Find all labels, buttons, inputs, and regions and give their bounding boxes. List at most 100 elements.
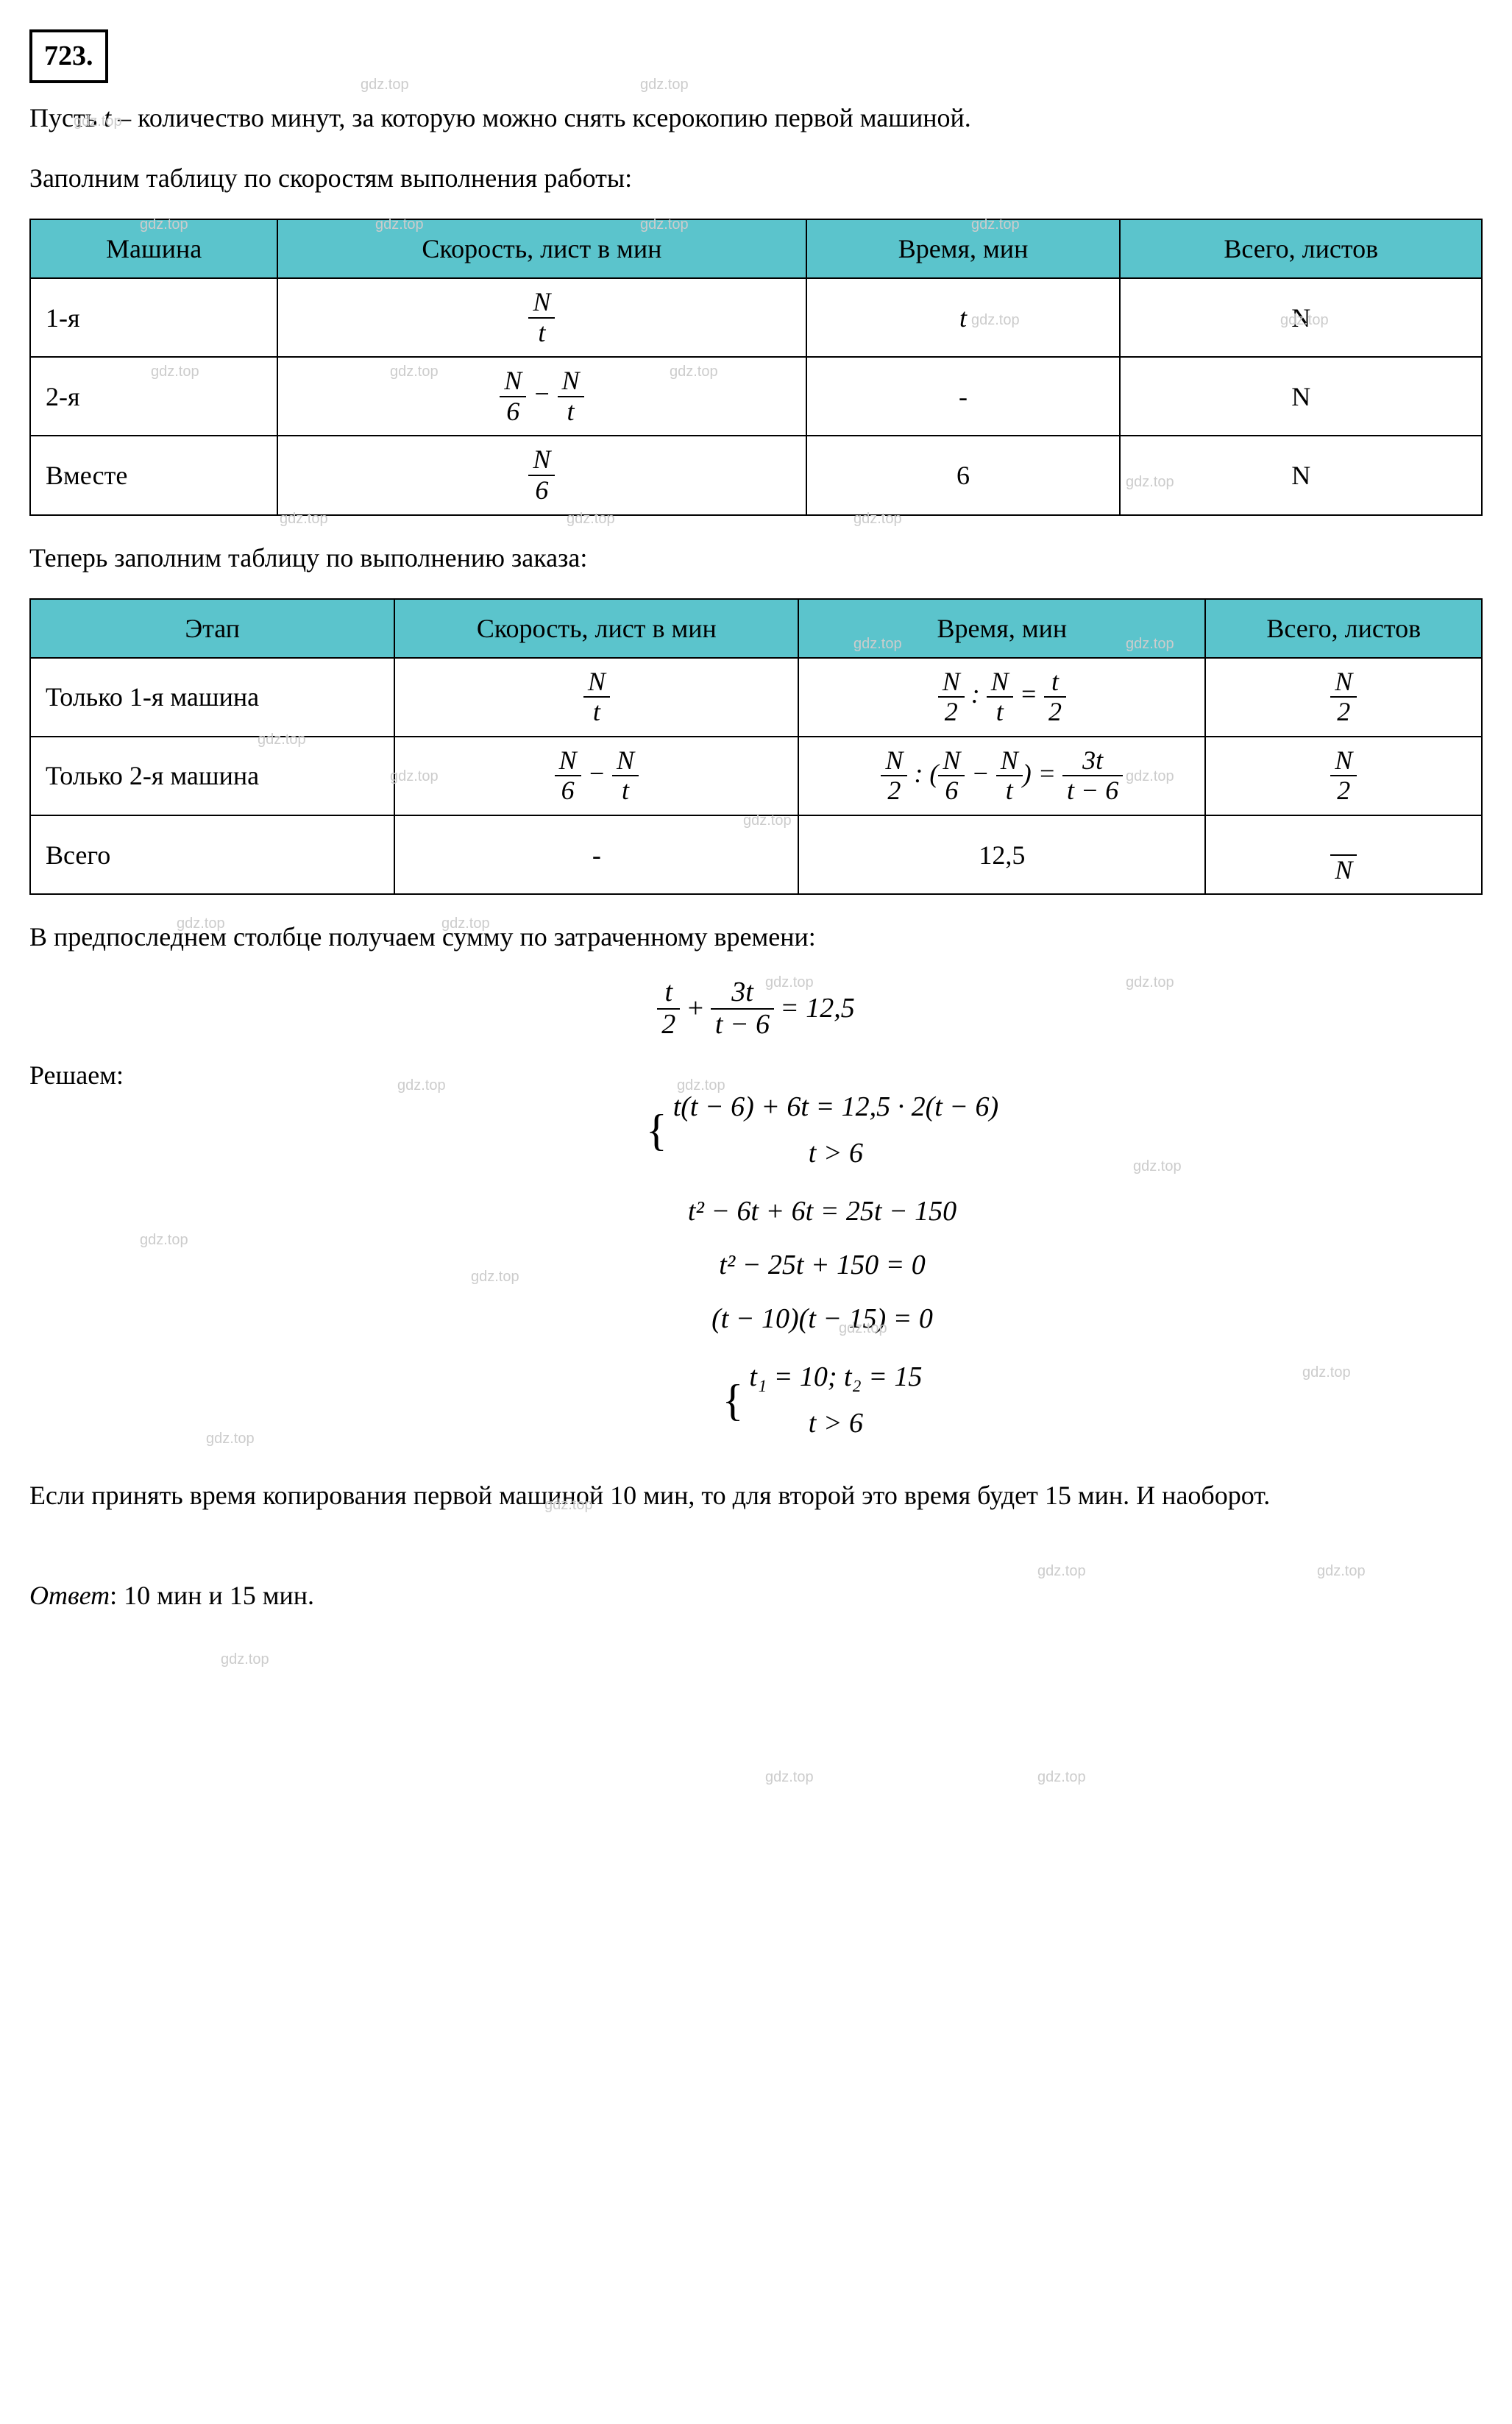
equation-text: t > 6 [749, 1403, 922, 1445]
equation-line: (t − 10)(t − 15) = 0 [162, 1298, 1483, 1340]
plus-sign: + [686, 988, 705, 1030]
equation-text: t(t − 6) + 6t = 12,5 · 2(t − 6) [673, 1086, 998, 1128]
intro-paragraph: Пусть t – количество минут, за которую м… [29, 98, 1483, 138]
fraction-numerator [1330, 825, 1357, 856]
table-row: Только 2-я машина N6 − Nt N2 : (N6 − Nt)… [30, 737, 1482, 815]
fraction-denominator: t [987, 698, 1013, 727]
fraction-numerator: N [528, 288, 555, 319]
watermark-text: gdz.top [361, 74, 409, 96]
watermark-text: gdz.top [765, 1766, 814, 1788]
fraction-denominator: 2 [1330, 776, 1357, 806]
table-cell: N6 − Nt [277, 357, 806, 436]
table-cell: Только 2-я машина [30, 737, 394, 815]
table-cell: N [1120, 357, 1482, 436]
table-cell: - [394, 815, 798, 894]
table-cell: N2 : Nt = t2 [798, 658, 1205, 737]
table-cell: 1-я [30, 278, 277, 357]
fraction-numerator: N [528, 445, 555, 476]
solve-section: Решаем: { t(t − 6) + 6t = 12,5 · 2(t − 6… [29, 1055, 1483, 1475]
table-cell: N [1205, 815, 1482, 894]
fraction-numerator: N [987, 667, 1013, 698]
equation-line: { t(t − 6) + 6t = 12,5 · 2(t − 6) t > 6 [162, 1082, 1483, 1179]
fraction-numerator: N [555, 746, 581, 777]
table-header: Этап [30, 599, 394, 658]
fraction-numerator: N [1330, 746, 1357, 777]
table-cell: Nt [394, 658, 798, 737]
table-header: Всего, листов [1120, 219, 1482, 278]
intro-text-1: Пусть [29, 103, 104, 132]
fraction-denominator: t [583, 698, 610, 727]
table-cell: Nt [277, 278, 806, 357]
fraction-numerator: N [500, 366, 526, 397]
table-cell: N [1120, 436, 1482, 514]
fraction-denominator: 2 [657, 1010, 680, 1041]
document-content: 723. Пусть t – количество минут, за кото… [29, 29, 1483, 1615]
table-header: Время, мин [798, 599, 1205, 658]
table-cell: Вместе [30, 436, 277, 514]
fraction-denominator: t − 6 [1062, 776, 1123, 806]
equation-text: t₁ = 10; t₂ = 15 [749, 1356, 922, 1398]
equals-result: = 12,5 [780, 988, 855, 1030]
watermark-text: gdz.top [221, 1648, 269, 1670]
equation-intro: В предпоследнем столбце получаем сумму п… [29, 917, 1483, 957]
answer-paragraph: Ответ: 10 мин и 15 мин. [29, 1576, 1483, 1615]
fraction-denominator: t − 6 [711, 1010, 774, 1041]
fraction-numerator: N [583, 667, 610, 698]
equation-line: { t₁ = 10; t₂ = 15 t > 6 [162, 1352, 1483, 1449]
fraction-denominator: t [528, 319, 555, 348]
table-cell: 2-я [30, 357, 277, 436]
watermark-text: gdz.top [640, 74, 689, 96]
table-header-row: Этап Скорость, лист в мин Время, мин Все… [30, 599, 1482, 658]
table-row: Вместе N6 6 N [30, 436, 1482, 514]
fraction-denominator: 2 [1044, 698, 1066, 727]
table-cell: N6 [277, 436, 806, 514]
main-equation: t2 + 3tt − 6 = 12,5 [29, 977, 1483, 1041]
table-header: Скорость, лист в мин [277, 219, 806, 278]
table-cell: N2 [1205, 737, 1482, 815]
fraction-numerator: N [1330, 667, 1357, 698]
answer-label: Ответ [29, 1581, 110, 1610]
table-cell: t [806, 278, 1121, 357]
brace-icon: { [646, 1097, 667, 1163]
table-header: Машина [30, 219, 277, 278]
fraction-numerator: 3t [711, 977, 774, 1010]
speed-table: Машина Скорость, лист в мин Время, мин В… [29, 219, 1483, 516]
table-header: Скорость, лист в мин [394, 599, 798, 658]
problem-number-box: 723. [29, 29, 108, 83]
intro-variable: t [104, 103, 111, 132]
table2-intro: Теперь заполним таблицу по выполнению за… [29, 538, 1483, 578]
fraction-denominator: 2 [881, 776, 907, 806]
fraction-numerator: N [881, 746, 907, 777]
fraction-denominator: t [558, 397, 584, 427]
table-row: 2-я N6 − Nt - N [30, 357, 1482, 436]
table-cell: N2 : (N6 − Nt) = 3tt − 6 [798, 737, 1205, 815]
fraction-denominator: t [996, 776, 1023, 806]
fraction-denominator: t [612, 776, 639, 806]
equation-line: t² − 6t + 6t = 25t − 150 [162, 1191, 1483, 1233]
fraction-numerator: N [938, 746, 965, 777]
table-row: Всего - 12,5 N [30, 815, 1482, 894]
table-cell: - [806, 357, 1121, 436]
fraction-numerator: t [1044, 667, 1066, 698]
answer-text: : 10 мин и 15 мин. [110, 1581, 314, 1610]
fraction-denominator: 2 [938, 698, 965, 727]
fraction-denominator: 2 [1330, 698, 1357, 727]
order-table: Этап Скорость, лист в мин Время, мин Все… [29, 598, 1483, 896]
fraction-denominator: 6 [528, 476, 555, 506]
solve-label: Решаем: [29, 1055, 162, 1095]
table-cell: 12,5 [798, 815, 1205, 894]
intro-text-2: – количество минут, за которую можно сня… [111, 103, 971, 132]
watermark-text: gdz.top [1037, 1766, 1086, 1788]
conclusion-paragraph: Если принять время копирования первой ма… [29, 1475, 1483, 1515]
fraction-numerator: N [938, 667, 965, 698]
table-cell: N2 [1205, 658, 1482, 737]
fraction-numerator: N [558, 366, 584, 397]
brace-icon: { [723, 1367, 744, 1434]
fraction-numerator: 3t [1062, 746, 1123, 777]
table-row: 1-я Nt t N [30, 278, 1482, 357]
equation-text: t > 6 [673, 1133, 998, 1174]
table1-intro: Заполним таблицу по скоростям выполнения… [29, 158, 1483, 198]
table-row: Только 1-я машина Nt N2 : Nt = t2 N2 [30, 658, 1482, 737]
table-cell: N [1120, 278, 1482, 357]
table-cell: 6 [806, 436, 1121, 514]
